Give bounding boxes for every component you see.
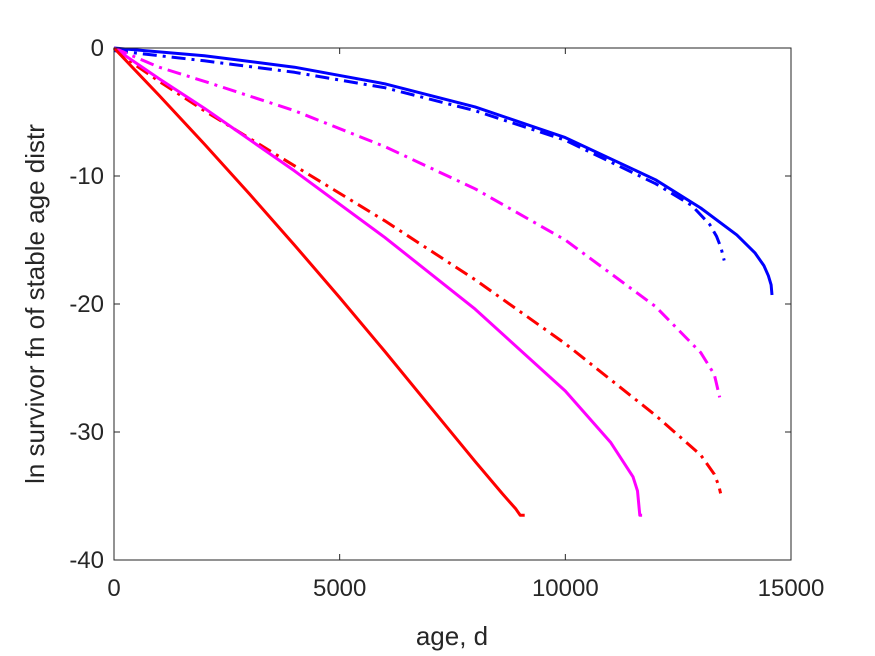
y-tick-label: -10 — [69, 163, 104, 190]
series-line-4 — [113, 46, 723, 494]
series-line-5 — [113, 46, 643, 517]
y-tick-label: -40 — [69, 547, 104, 574]
tick-layer: 0 5000 10000 15000 0 -10 -20 -30 -40 — [69, 35, 824, 602]
y-tick-label: -20 — [69, 291, 104, 318]
x-axis-label: age, d — [416, 621, 488, 651]
y-tick-label: -30 — [69, 419, 104, 446]
series-line-2 — [113, 49, 726, 261]
x-tick-label: 10000 — [532, 575, 599, 602]
x-tick-label: 0 — [107, 575, 120, 602]
x-tick-label: 5000 — [313, 575, 366, 602]
series-line-1 — [113, 46, 774, 296]
series-layer — [112, 46, 774, 517]
series-line-6 — [112, 46, 525, 517]
y-tick-label: 0 — [91, 35, 104, 62]
y-axis-label: ln survivor fn of stable age distr — [20, 124, 50, 484]
plot-background — [114, 48, 791, 560]
series-line-3 — [113, 46, 722, 398]
x-tick-label: 15000 — [758, 575, 825, 602]
